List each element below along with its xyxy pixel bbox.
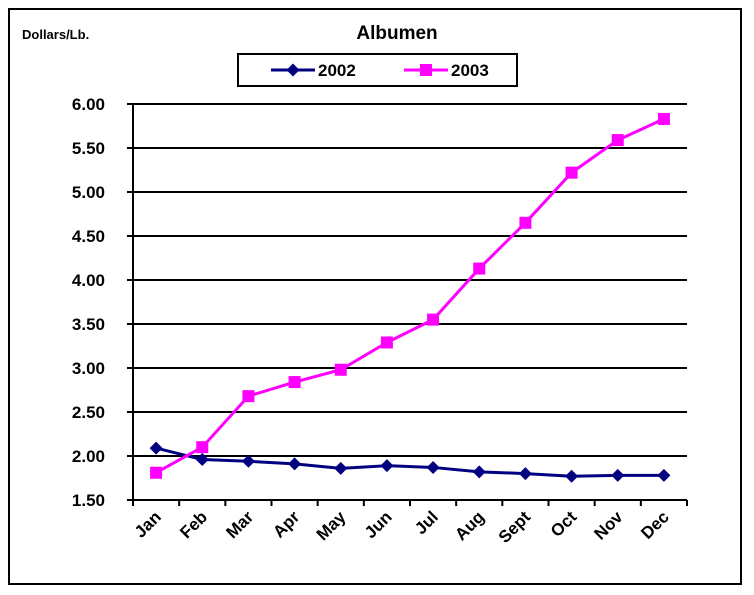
y-axis-label: Dollars/Lb. [22, 27, 89, 42]
y-tick-label: 1.50 [72, 491, 105, 510]
data-point-2002 [518, 467, 532, 481]
data-point-2002 [472, 465, 486, 479]
plot-area: 1.50 2.00 2.50 3.00 3.50 4.00 4.50 5.00 5.50 6.00… [72, 95, 688, 547]
chart-title: Albumen [356, 23, 437, 44]
x-tick-label: Apr [269, 507, 303, 541]
x-tick-label: Jun [361, 507, 396, 542]
data-point-2003 [288, 376, 301, 389]
data-point-2002 [241, 454, 255, 468]
y-tick-label: 4.50 [72, 227, 105, 246]
legend-marker-2003 [420, 64, 432, 76]
y-tick-label: 4.00 [72, 271, 105, 290]
y-tick-label: 3.50 [72, 315, 105, 334]
data-point-2003 [473, 262, 486, 275]
data-point-2003 [657, 112, 670, 125]
legend: 2002 2003 [237, 53, 518, 87]
x-tick-label: Mar [222, 507, 257, 542]
x-tick-label: May [313, 507, 350, 544]
x-tick-label: Dec [637, 507, 672, 542]
y-tick-label: 2.50 [72, 403, 105, 422]
data-point-2003 [242, 390, 255, 403]
data-point-2003 [427, 313, 440, 326]
data-point-2003 [611, 134, 624, 147]
x-tick-label: Jan [131, 507, 165, 541]
y-tick-label: 3.00 [72, 359, 105, 378]
data-point-2003 [150, 466, 163, 479]
series-line-2003 [155, 117, 665, 475]
x-tick-label: Nov [590, 507, 627, 544]
data-point-2003 [565, 166, 578, 179]
data-point-2002 [657, 468, 671, 482]
data-point-2002 [334, 461, 348, 475]
legend-label-2003: 2003 [451, 61, 489, 80]
data-point-2003 [519, 216, 532, 229]
legend-marker-2002 [286, 63, 300, 77]
x-tick-label: Sept [495, 507, 535, 547]
x-tick-label: Aug [451, 507, 488, 544]
y-tick-label: 5.00 [72, 183, 105, 202]
data-point-2002 [149, 441, 163, 455]
data-point-2002 [426, 460, 440, 474]
y-tick-label: 6.00 [72, 95, 105, 114]
data-point-2002 [380, 459, 394, 473]
data-point-2002 [565, 469, 579, 483]
data-point-2002 [611, 468, 625, 482]
x-tick-label: Feb [176, 507, 211, 542]
series-line-2002 [155, 446, 664, 478]
y-tick-label: 2.00 [72, 447, 105, 466]
data-point-2002 [288, 457, 302, 471]
x-tick-label: Jul [411, 507, 442, 538]
data-point-2002 [195, 453, 209, 467]
x-tick-label: Oct [547, 507, 581, 541]
legend-label-2002: 2002 [318, 61, 356, 80]
data-point-2003 [196, 441, 209, 454]
data-point-2003 [334, 363, 347, 376]
data-point-2003 [380, 336, 393, 349]
y-tick-label: 5.50 [72, 139, 105, 158]
